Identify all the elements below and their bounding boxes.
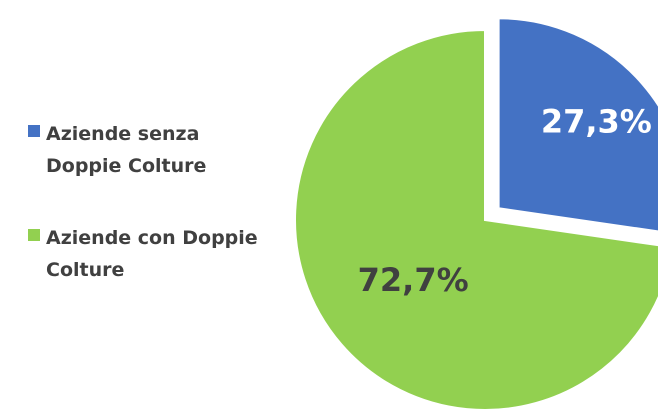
legend-label: Aziende con Doppie Colture bbox=[46, 227, 258, 281]
pie-slice bbox=[497, 17, 658, 233]
data-label: 27,3% bbox=[541, 103, 652, 141]
legend-item: Aziende senza Doppie Colture bbox=[28, 118, 278, 182]
legend-label: Aziende senza Doppie Colture bbox=[46, 123, 207, 177]
pie-slice bbox=[294, 28, 658, 411]
legend-swatch bbox=[28, 229, 40, 241]
legend-item: Aziende con Doppie Colture bbox=[28, 222, 278, 286]
legend-swatch bbox=[28, 125, 40, 137]
data-label: 72,7% bbox=[358, 261, 469, 299]
